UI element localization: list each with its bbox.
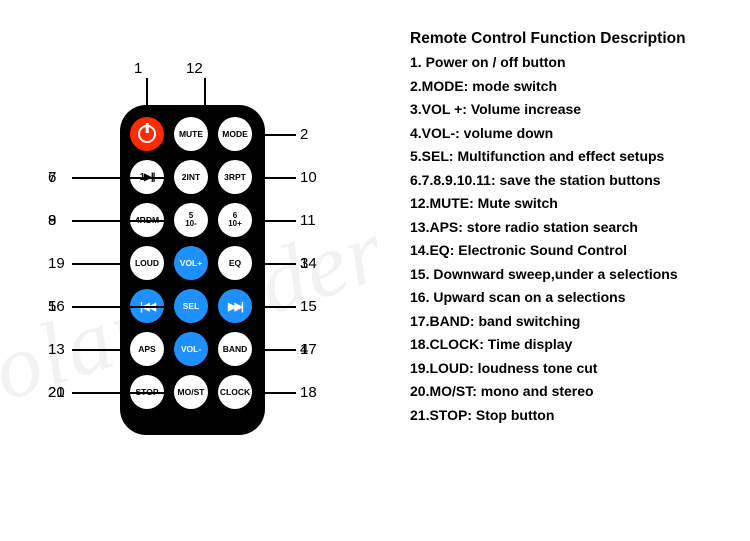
callout-number: 19 [48, 255, 65, 272]
callout-line [72, 177, 173, 179]
callout-line [253, 392, 296, 394]
remote-button[interactable]: 510- [174, 203, 208, 237]
callout-line [146, 78, 148, 112]
callout-number: 10 [300, 169, 317, 186]
remote-button[interactable]: BAND [218, 332, 252, 366]
description-title: Remote Control Function Description [410, 30, 740, 48]
description-line: 6.7.8.9.10.11: save the station buttons [410, 172, 740, 188]
description-line: 12.MUTE: Mute switch [410, 195, 740, 211]
callout-number: 13 [48, 341, 65, 358]
callout-line [72, 220, 173, 222]
remote-button[interactable]: MUTE [174, 117, 208, 151]
callout-line [253, 220, 296, 222]
description-line: 16. Upward scan on a selections [410, 289, 740, 305]
description-line: 20.MO/ST: mono and stereo [410, 383, 740, 399]
remote-button[interactable]: 3RPT [218, 160, 252, 194]
description-line: 5.SEL: Multifunction and effect setups [410, 148, 740, 164]
callout-line [72, 392, 173, 394]
callout-line [253, 134, 296, 136]
stage: Polarlander Remote Control Function Desc… [0, 0, 750, 541]
description-line: 4.VOL-: volume down [410, 125, 740, 141]
remote-button[interactable]: LOUD [130, 246, 164, 280]
callout-number: 5 [48, 298, 56, 315]
remote-button[interactable]: VOL+ [174, 246, 208, 280]
description-line: 14.EQ: Electronic Sound Control [410, 242, 740, 258]
remote-button[interactable]: APS [130, 332, 164, 366]
callout-number: 1 [134, 60, 142, 77]
description-line: 15. Downward sweep,under a selections [410, 266, 740, 282]
callout-line [72, 306, 173, 308]
description-line: 19.LOUD: loudness tone cut [410, 360, 740, 376]
remote-button[interactable]: VOL- [174, 332, 208, 366]
description-line: 18.CLOCK: Time display [410, 336, 740, 352]
callout-number: 17 [300, 341, 317, 358]
callout-line [253, 177, 296, 179]
description-line: 13.APS: store radio station search [410, 219, 740, 235]
remote-button[interactable]: EQ [218, 246, 252, 280]
description-line: 17.BAND: band switching [410, 313, 740, 329]
callout-line [253, 306, 296, 308]
description-line: 3.VOL +: Volume increase [410, 101, 740, 117]
callout-number: 18 [300, 384, 317, 401]
description-line: 2.MODE: mode switch [410, 78, 740, 94]
remote-button[interactable]: MO/ST [174, 375, 208, 409]
callout-number: 7 [48, 169, 56, 186]
callout-number: 11 [300, 212, 316, 229]
description-line: 1. Power on / off button [410, 54, 740, 70]
callout-line [204, 78, 206, 112]
callout-number: 12 [186, 60, 203, 77]
remote-button[interactable]: SEL [174, 289, 208, 323]
remote-button[interactable]: MODE [218, 117, 252, 151]
callout-number: 15 [300, 298, 317, 315]
description-line: 21.STOP: Stop button [410, 407, 740, 423]
callout-number: 20 [48, 384, 65, 401]
callout-line [253, 263, 296, 265]
callout-line [72, 349, 129, 351]
remote-button[interactable]: 610+ [218, 203, 252, 237]
callout-number: 2 [300, 126, 308, 143]
callout-number: 14 [300, 255, 317, 272]
remote-button[interactable]: 2INT [174, 160, 208, 194]
remote-button[interactable] [130, 117, 164, 151]
callout-line [72, 263, 129, 265]
callout-number: 9 [48, 212, 56, 229]
remote-button[interactable]: CLOCK [218, 375, 252, 409]
description-column: Remote Control Function Description 1. P… [410, 30, 740, 430]
callout-line [253, 349, 296, 351]
remote-button[interactable]: ▶▶| [218, 289, 252, 323]
